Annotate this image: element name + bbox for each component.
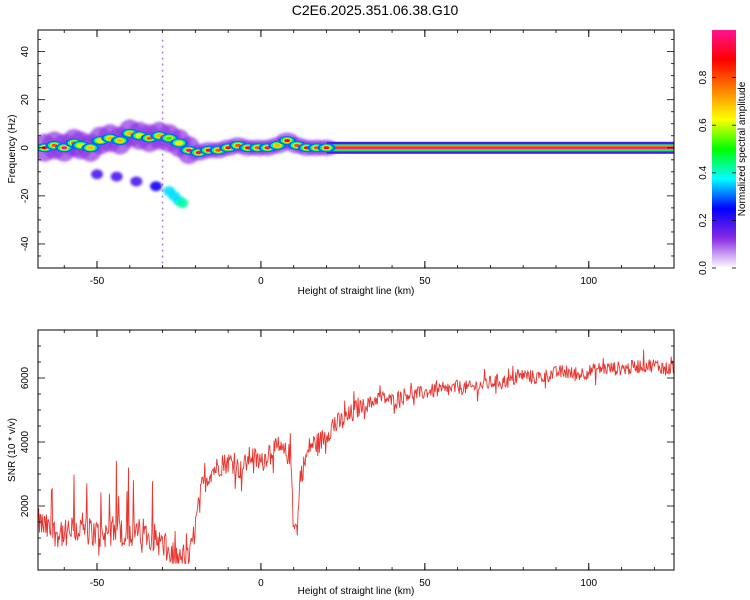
snr-frame: [37, 329, 675, 571]
snr-y-tick-label: 4000: [20, 430, 31, 453]
spectrogram-x-tick-label: 0: [258, 276, 264, 287]
spectral-trace-mark: [175, 141, 182, 145]
spectrogram-y-tick-label: 40: [20, 46, 31, 58]
snr-panel: -50 0 50 100 2000 4000 6000 Height of straight…: [7, 329, 675, 597]
spectrogram-y-axis-label: Frequency (Hz): [7, 115, 18, 184]
colorbar-tick-label: 0.6: [698, 118, 709, 132]
spectral-branch-mark: [91, 169, 104, 180]
snr-y-axis-label: SNR (10 * v/v): [7, 418, 18, 482]
snr-y-tick-label: 6000: [20, 366, 31, 389]
snr-x-axis-label: Height of straight line (km): [298, 586, 415, 597]
snr-y-tick-label: 2000: [20, 494, 31, 517]
spectral-trace-mark: [274, 143, 281, 147]
colorbar-gradient: [712, 30, 736, 268]
snr-x-tick-label: -50: [90, 578, 105, 589]
steady-line-core: [326, 146, 674, 149]
colorbar-tick-label: 0.0: [698, 261, 709, 275]
colorbar-tick-label: 0.8: [698, 70, 709, 84]
snr-series-line: [38, 349, 674, 565]
colorbar: 0.0 0.2 0.4 0.6 0.8 Normalized spectral ampl…: [698, 30, 748, 275]
spectrogram-y-tick-label: -20: [20, 188, 31, 203]
spectral-trace-mark: [61, 146, 68, 150]
spectrogram-x-tick-label: 100: [580, 276, 597, 287]
spectrogram-frame: [37, 29, 675, 269]
colorbar-tick-label: 0.2: [698, 213, 709, 227]
spectral-trace-mark: [166, 136, 173, 140]
spectral-trace-mark: [116, 138, 123, 143]
spectrogram-x-tick-label: 50: [419, 276, 431, 287]
spectral-branch-mark: [176, 198, 189, 209]
spectrogram-y-tick-label: 20: [20, 94, 31, 106]
spectral-branch-mark: [110, 171, 123, 182]
spectral-branch-mark: [130, 176, 143, 187]
figure-title: C2E6.2025.351.06.38.G10: [292, 2, 459, 18]
spectral-trace-mark: [284, 138, 291, 143]
spectrogram-y-tick-label: 0: [20, 145, 31, 151]
spectrogram-panel: -50 0 50 100 -40 -20 0 20 40 Height of straight …: [7, 29, 675, 297]
spectral-trace-mark: [87, 146, 94, 150]
snr-x-tick-label: 0: [258, 578, 264, 589]
spectrogram-x-axis-label: Height of straight line (km): [298, 286, 415, 297]
colorbar-tick-label: 0.4: [698, 165, 709, 179]
spectrogram-x-tick-label: -50: [90, 276, 105, 287]
snr-x-tick-label: 100: [580, 578, 597, 589]
snr-x-tick-label: 50: [419, 578, 431, 589]
snr-plot-area: [38, 330, 674, 570]
spectrogram-y-tick-label: -40: [20, 236, 31, 251]
spectral-branch-mark: [150, 181, 163, 192]
colorbar-label: Normalized spectral amplitude: [737, 81, 748, 216]
spectral-trace-mark: [323, 146, 330, 150]
